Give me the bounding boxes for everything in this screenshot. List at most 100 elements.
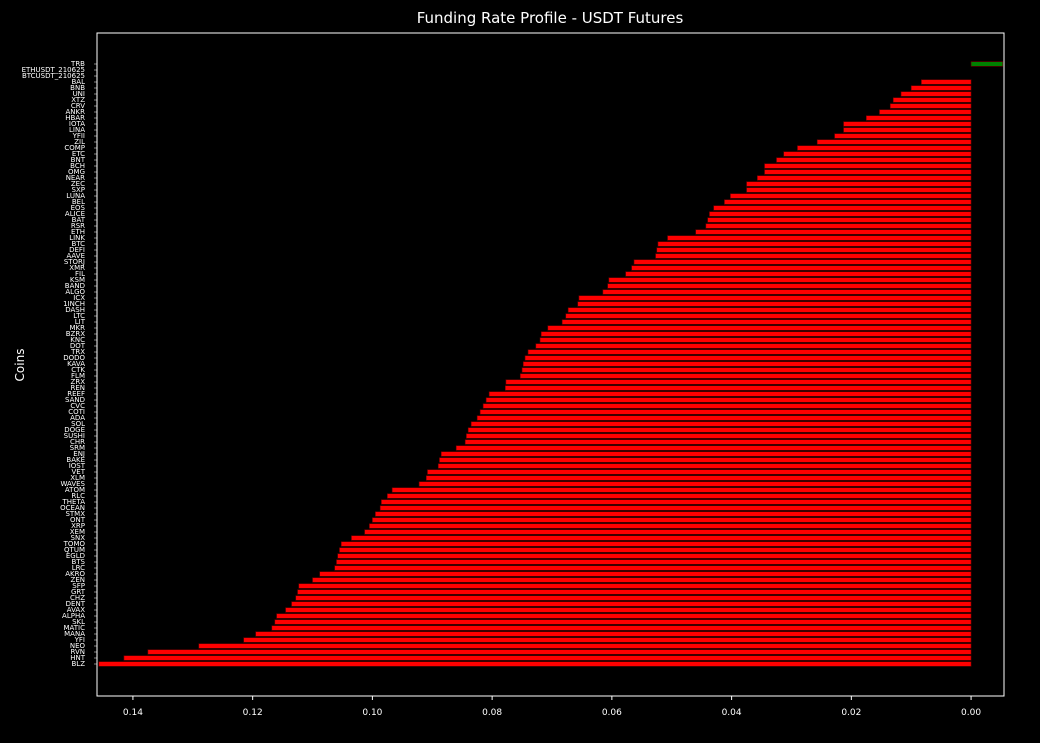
- bar: [705, 223, 972, 229]
- y-tick-label: LINK: [69, 234, 85, 242]
- y-tick-label: DOT: [70, 342, 86, 350]
- y-tick-label: DEFI: [69, 246, 85, 254]
- bar: [147, 649, 972, 655]
- bar: [730, 193, 972, 199]
- y-tick-label: AAVE: [66, 252, 85, 260]
- bar: [900, 91, 972, 97]
- y-tick-label: NEAR: [66, 174, 85, 182]
- y-tick-label: FLM: [71, 372, 85, 380]
- y-tick-label: CVC: [70, 402, 85, 410]
- bar: [746, 187, 972, 193]
- y-tick-label: AVAX: [67, 606, 85, 614]
- y-tick-label: BTS: [71, 558, 85, 566]
- bar: [970, 61, 1004, 67]
- bar: [540, 331, 972, 337]
- y-tick-label: STMX: [65, 510, 85, 518]
- y-tick-label: AKRO: [65, 570, 85, 578]
- bar: [418, 481, 972, 487]
- bar: [757, 175, 972, 181]
- y-tick-label: BAL: [72, 78, 86, 86]
- bar: [379, 505, 972, 511]
- y-tick-label: MANA: [64, 630, 85, 638]
- y-tick-label: BTC: [71, 240, 85, 248]
- bar: [485, 397, 972, 403]
- bar: [709, 211, 972, 217]
- y-tick-label: LUNA: [66, 192, 85, 200]
- bar: [123, 655, 972, 661]
- y-tick-label: SFP: [72, 582, 85, 590]
- y-tick-label: SXP: [72, 186, 85, 194]
- chart-title: Funding Rate Profile - USDT Futures: [417, 9, 684, 27]
- bar: [337, 553, 972, 559]
- bar: [797, 145, 972, 151]
- y-tick-label: BCH: [70, 162, 85, 170]
- y-tick-label: ALICE: [65, 210, 85, 218]
- bar: [387, 493, 972, 499]
- y-tick-label: COTI: [68, 408, 85, 416]
- bar: [336, 559, 972, 565]
- bar: [565, 313, 972, 319]
- bar: [783, 151, 972, 157]
- bar: [843, 127, 972, 133]
- bar: [339, 547, 972, 553]
- y-tick-label: BTCUSDT_210625: [22, 72, 85, 80]
- bar: [607, 283, 972, 289]
- y-tick-label: HNT: [70, 654, 86, 662]
- x-tick-label: 0.10: [362, 708, 382, 718]
- y-tick-label: REEF: [67, 390, 85, 398]
- y-tick-label: DOGE: [64, 426, 85, 434]
- y-tick-label: DODO: [63, 354, 85, 362]
- bar: [539, 337, 972, 343]
- y-tick-label: WAVES: [60, 480, 85, 488]
- y-tick-label: SOL: [71, 420, 85, 428]
- bar: [295, 595, 972, 601]
- bar: [381, 499, 972, 505]
- bar: [482, 403, 972, 409]
- bar: [843, 121, 972, 127]
- y-tick-label: SKL: [72, 618, 85, 626]
- y-tick-label: RVN: [70, 648, 85, 656]
- bar: [633, 259, 972, 265]
- x-tick-label: 0.14: [123, 708, 143, 718]
- bar: [464, 439, 972, 445]
- bar: [910, 85, 972, 91]
- bar: [425, 475, 972, 481]
- bar: [547, 325, 972, 331]
- y-tick-label: EGLD: [66, 552, 85, 560]
- y-tick-label: ADA: [70, 414, 85, 422]
- bar: [198, 643, 972, 649]
- bar: [816, 139, 972, 145]
- plot-frame: [96, 32, 1005, 697]
- bar: [369, 523, 972, 529]
- bar: [488, 391, 972, 397]
- bar: [879, 109, 972, 115]
- y-tick-label: BZRX: [66, 330, 85, 338]
- y-tick-label: EOS: [71, 204, 86, 212]
- bar: [470, 421, 972, 427]
- bar: [466, 433, 972, 439]
- bar: [764, 163, 972, 169]
- y-tick-label: THETA: [62, 498, 86, 506]
- bar: [340, 541, 972, 547]
- bar: [625, 271, 972, 277]
- bar: [834, 133, 972, 139]
- y-tick-label: SAND: [65, 396, 85, 404]
- y-tick-label: CHR: [70, 438, 85, 446]
- bar: [608, 277, 972, 283]
- bar: [522, 361, 972, 367]
- y-tick-label: ALPHA: [62, 612, 85, 620]
- y-tick-label: TOMO: [63, 540, 86, 548]
- y-tick-label: KSM: [70, 276, 85, 284]
- y-tick-label: ETHUSDT_210625: [22, 66, 85, 74]
- y-tick-label: HBAR: [65, 114, 85, 122]
- y-tick-label: DENT: [66, 600, 86, 608]
- bar: [667, 235, 972, 241]
- y-tick-label: YFI: [74, 636, 85, 644]
- y-tick-label: BAKE: [66, 456, 85, 464]
- y-tick-label: XMR: [69, 264, 85, 272]
- bar: [319, 571, 972, 577]
- bar: [437, 463, 972, 469]
- y-tick-label: XRP: [71, 522, 85, 530]
- bar: [567, 307, 972, 313]
- bar: [521, 367, 972, 373]
